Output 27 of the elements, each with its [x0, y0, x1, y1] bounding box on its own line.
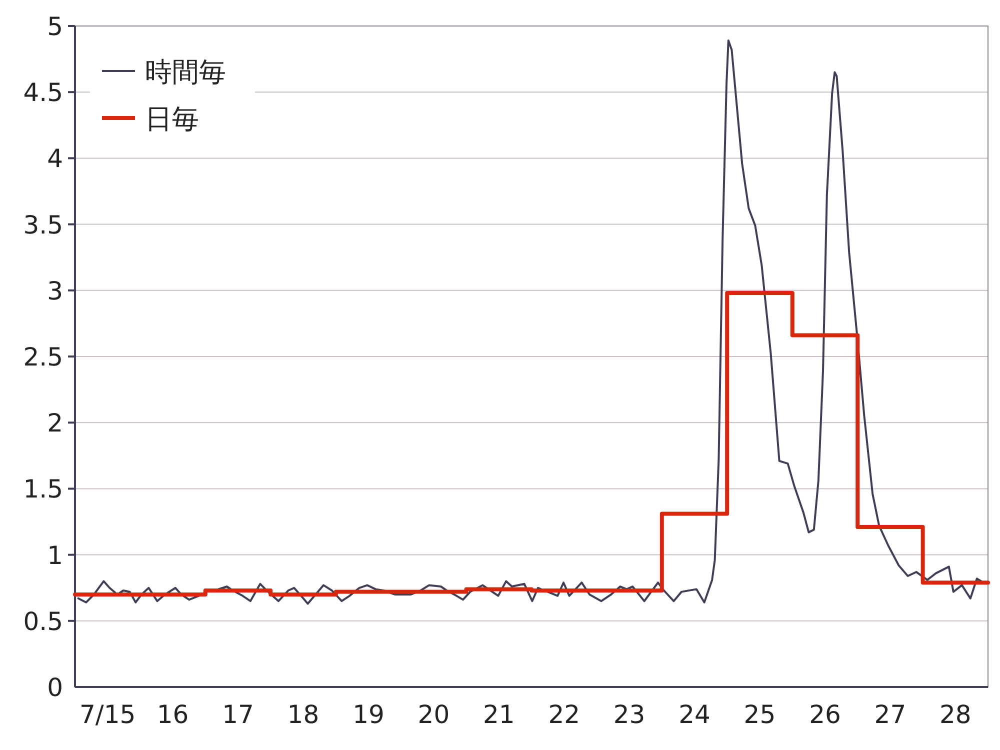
- y-tick-label: 4: [47, 144, 63, 174]
- x-tick-label: 21: [483, 700, 515, 729]
- y-tick-label: 2: [47, 408, 63, 438]
- x-tick-label: 20: [418, 700, 450, 729]
- y-tick-label: 1.5: [23, 474, 63, 504]
- legend-label: 時間毎: [145, 57, 226, 88]
- x-tick-label: 24: [678, 700, 710, 729]
- x-tick-label: 28: [940, 700, 972, 729]
- x-tick-label: 18: [287, 700, 320, 729]
- x-tick-label: 19: [352, 700, 384, 729]
- x-tick-label: 17: [222, 700, 254, 729]
- x-tick-label: 22: [548, 700, 580, 729]
- x-tick-label: 23: [613, 700, 646, 729]
- y-tick-label: 4.5: [23, 78, 63, 108]
- x-tick-label: 25: [744, 700, 776, 729]
- y-tick-label: 0.5: [23, 606, 63, 636]
- y-tick-label: 5: [47, 12, 63, 41]
- y-tick-label: 0: [47, 673, 63, 702]
- y-tick-label: 1: [47, 540, 63, 570]
- y-tick-label: 2.5: [23, 342, 63, 372]
- y-tick-label: 3: [47, 276, 63, 306]
- x-tick-label: 26: [809, 700, 841, 729]
- x-tick-label: 7/15: [80, 700, 136, 729]
- x-tick-label: 16: [156, 700, 189, 729]
- legend-label: 日毎: [145, 104, 199, 135]
- x-tick-label: 27: [874, 700, 906, 729]
- y-tick-label: 3.5: [23, 210, 63, 240]
